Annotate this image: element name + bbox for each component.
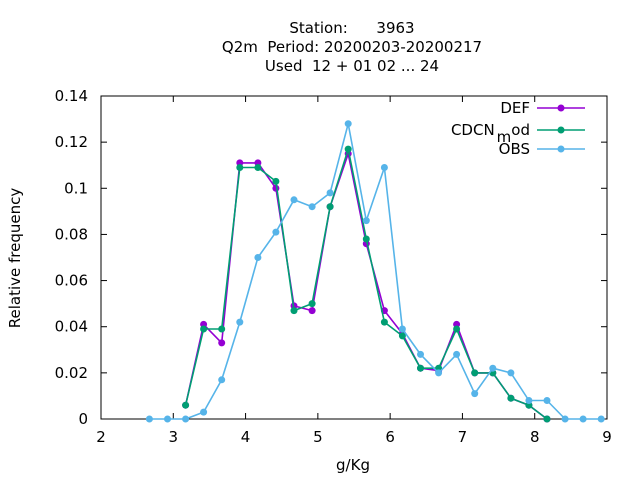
data-point	[471, 390, 479, 398]
y-tick-label: 0.02	[55, 364, 88, 382]
axes: 2 3 4 5 6 7 8 9 0 0.02 0.04 0.06 0.08 0.1 0.12 0.14	[55, 87, 612, 446]
legend-item: DEF	[500, 99, 585, 117]
data-point	[272, 177, 280, 185]
data-point	[182, 415, 190, 423]
x-tick-label: 2	[96, 428, 106, 446]
data-point	[471, 369, 479, 377]
y-tick-label: 0.1	[64, 179, 88, 197]
data-point	[308, 203, 316, 211]
data-point	[236, 318, 244, 326]
legend-marker	[557, 104, 565, 112]
data-point	[362, 235, 370, 243]
data-point	[290, 307, 298, 315]
data-point	[543, 415, 551, 423]
data-point	[380, 318, 388, 326]
data-point	[453, 350, 461, 358]
data-point	[326, 189, 334, 197]
data-point	[254, 164, 262, 171]
data-point	[290, 196, 298, 204]
data-point	[218, 376, 226, 384]
data-point	[326, 203, 334, 211]
x-tick-label: 5	[313, 428, 323, 446]
data-point	[308, 307, 316, 315]
data-point	[435, 369, 443, 377]
y-axis-label: Relative frequency	[6, 188, 24, 329]
y-tick-label: 0.04	[55, 318, 88, 336]
data-point	[182, 401, 190, 409]
legend-marker	[557, 126, 565, 134]
x-tick-label: 6	[385, 428, 395, 446]
series-obs	[145, 120, 605, 423]
legend-item: OBS	[499, 140, 585, 158]
data-point	[218, 325, 226, 333]
legend-label: DEF	[500, 99, 530, 117]
data-point	[362, 217, 370, 225]
legend-label: CDCN mod	[451, 121, 530, 146]
y-tick-label: 0.08	[55, 225, 88, 243]
data-point	[543, 397, 551, 404]
data-point	[344, 145, 352, 153]
title-line-period: Q2m Period: 20200203-20200217	[222, 38, 482, 56]
x-tick-label: 3	[169, 428, 179, 446]
x-tick-label: 8	[530, 428, 540, 446]
data-point	[145, 415, 153, 423]
data-point	[597, 415, 605, 423]
y-tick-label: 0	[78, 410, 88, 428]
x-axis-label: g/Kg	[336, 456, 370, 474]
data-point	[254, 254, 262, 261]
data-point	[525, 397, 533, 404]
legend-label: OBS	[499, 140, 530, 158]
data-point	[398, 332, 406, 340]
data-point	[200, 408, 208, 416]
data-point	[344, 120, 352, 128]
title-line-used: Used 12 + 01 02 ... 24	[265, 57, 439, 75]
y-tick-label: 0.12	[55, 133, 88, 151]
data-point	[308, 300, 316, 308]
data-point	[417, 350, 424, 358]
x-tick-label: 9	[602, 428, 612, 446]
legend-marker	[557, 145, 565, 153]
data-point	[507, 394, 515, 402]
series-group	[145, 120, 605, 423]
data-point	[272, 228, 280, 236]
data-point	[218, 339, 226, 347]
data-point	[236, 164, 244, 171]
series-cdcn-mod	[182, 145, 551, 423]
data-point	[200, 325, 208, 333]
data-point	[417, 364, 424, 372]
legend-item: CDCN mod	[451, 121, 585, 146]
data-point	[507, 369, 515, 377]
data-point	[164, 415, 171, 423]
plot-border	[100, 95, 608, 420]
y-tick-label: 0.14	[55, 87, 88, 105]
series-line	[149, 122, 602, 420]
data-point	[453, 325, 461, 333]
data-point	[380, 164, 388, 171]
chart-title: Station: 3963 Q2m Period: 20200203-20200…	[222, 19, 482, 75]
series-line	[184, 152, 548, 420]
data-point	[489, 364, 497, 372]
series-line	[184, 148, 548, 420]
x-tick-label: 4	[241, 428, 251, 446]
data-point	[561, 415, 569, 423]
title-line-station: Station: 3963	[289, 19, 414, 37]
data-point	[398, 325, 406, 333]
x-tick-label: 7	[458, 428, 468, 446]
data-point	[579, 415, 587, 423]
y-tick-label: 0.06	[55, 272, 88, 290]
